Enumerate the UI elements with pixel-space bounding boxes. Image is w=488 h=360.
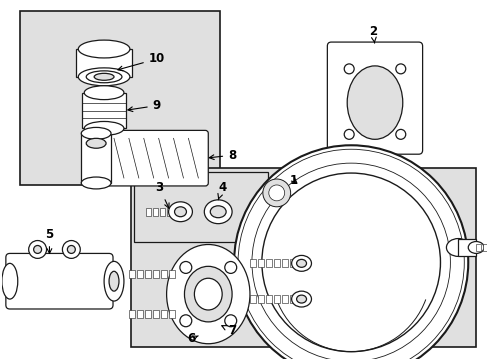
Ellipse shape bbox=[446, 239, 469, 256]
Text: 1: 1 bbox=[289, 174, 297, 186]
Bar bbox=[20, 11, 220, 185]
Bar bbox=[457, 239, 475, 256]
Bar bbox=[152, 208, 157, 216]
Bar bbox=[265, 260, 271, 267]
Circle shape bbox=[180, 315, 191, 327]
Bar bbox=[166, 208, 171, 216]
Circle shape bbox=[180, 261, 191, 273]
Circle shape bbox=[29, 240, 46, 258]
Ellipse shape bbox=[78, 40, 130, 58]
Bar bbox=[76, 49, 132, 77]
Bar bbox=[82, 93, 126, 129]
Bar bbox=[161, 270, 166, 278]
Ellipse shape bbox=[204, 200, 232, 224]
Bar bbox=[249, 260, 255, 267]
Bar bbox=[160, 208, 164, 216]
Circle shape bbox=[62, 240, 80, 258]
Ellipse shape bbox=[81, 127, 111, 139]
Bar bbox=[281, 260, 287, 267]
Bar bbox=[144, 270, 150, 278]
Circle shape bbox=[395, 64, 405, 74]
Ellipse shape bbox=[78, 68, 130, 86]
Ellipse shape bbox=[291, 255, 311, 271]
Text: 8: 8 bbox=[209, 149, 236, 162]
Ellipse shape bbox=[94, 73, 114, 80]
Bar bbox=[173, 208, 178, 216]
Bar bbox=[281, 295, 287, 303]
FancyBboxPatch shape bbox=[103, 130, 208, 186]
Ellipse shape bbox=[291, 291, 311, 307]
Circle shape bbox=[34, 246, 41, 253]
Bar bbox=[152, 270, 158, 278]
Bar bbox=[265, 295, 271, 303]
Circle shape bbox=[263, 179, 290, 207]
Circle shape bbox=[268, 185, 284, 201]
Circle shape bbox=[344, 64, 353, 74]
Bar bbox=[475, 243, 480, 251]
Ellipse shape bbox=[168, 202, 192, 222]
Bar bbox=[161, 310, 166, 318]
Ellipse shape bbox=[468, 242, 483, 253]
Ellipse shape bbox=[104, 261, 123, 301]
Bar bbox=[129, 270, 135, 278]
Ellipse shape bbox=[296, 260, 306, 267]
Ellipse shape bbox=[174, 207, 186, 217]
Bar bbox=[257, 260, 264, 267]
Circle shape bbox=[224, 261, 236, 273]
Bar bbox=[257, 295, 264, 303]
Text: 9: 9 bbox=[128, 99, 161, 112]
Ellipse shape bbox=[109, 271, 119, 291]
Bar bbox=[131, 168, 475, 347]
Bar bbox=[249, 295, 255, 303]
Circle shape bbox=[67, 246, 75, 253]
Bar bbox=[129, 310, 135, 318]
Bar bbox=[168, 270, 174, 278]
Bar bbox=[137, 310, 142, 318]
Circle shape bbox=[224, 315, 236, 327]
Ellipse shape bbox=[296, 295, 306, 303]
Bar bbox=[81, 133, 111, 183]
Ellipse shape bbox=[184, 266, 232, 322]
Ellipse shape bbox=[166, 244, 249, 344]
Ellipse shape bbox=[84, 86, 123, 100]
Text: 3: 3 bbox=[155, 181, 169, 208]
Ellipse shape bbox=[346, 66, 402, 139]
Text: 10: 10 bbox=[118, 53, 164, 71]
Bar bbox=[273, 295, 279, 303]
Bar bbox=[297, 260, 303, 267]
Ellipse shape bbox=[2, 264, 18, 299]
Text: 7: 7 bbox=[222, 324, 236, 337]
Bar bbox=[289, 260, 295, 267]
FancyBboxPatch shape bbox=[6, 253, 113, 309]
Ellipse shape bbox=[84, 121, 123, 135]
Bar bbox=[273, 260, 279, 267]
Text: 4: 4 bbox=[218, 181, 226, 200]
Bar bbox=[482, 243, 487, 251]
Ellipse shape bbox=[81, 177, 111, 189]
Ellipse shape bbox=[210, 206, 225, 218]
Text: 5: 5 bbox=[45, 228, 53, 253]
Bar bbox=[137, 270, 142, 278]
Bar bbox=[152, 310, 158, 318]
Bar bbox=[145, 208, 150, 216]
Bar bbox=[144, 310, 150, 318]
Ellipse shape bbox=[86, 138, 106, 148]
Bar bbox=[289, 295, 295, 303]
Ellipse shape bbox=[194, 278, 222, 310]
Bar bbox=[134, 172, 267, 242]
Circle shape bbox=[234, 145, 468, 360]
Bar bbox=[168, 310, 174, 318]
Text: 2: 2 bbox=[368, 24, 376, 43]
FancyBboxPatch shape bbox=[326, 42, 422, 154]
Text: 6: 6 bbox=[187, 332, 198, 345]
Circle shape bbox=[395, 129, 405, 139]
Bar bbox=[297, 295, 303, 303]
Circle shape bbox=[344, 129, 353, 139]
Ellipse shape bbox=[86, 71, 122, 83]
